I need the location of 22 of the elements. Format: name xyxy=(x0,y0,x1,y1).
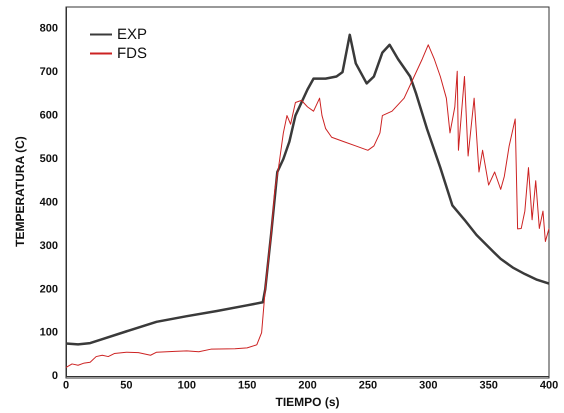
y-tick-label: 800 xyxy=(40,22,58,35)
x-tick-label: 50 xyxy=(120,380,132,392)
x-tick-label: 300 xyxy=(419,380,438,392)
y-tick-label: 500 xyxy=(40,152,58,165)
x-tick-label: 150 xyxy=(238,380,256,392)
x-axis-title: TIEMPO (s) xyxy=(275,395,340,409)
y-tick-label: 0 xyxy=(52,370,58,382)
x-tick-label: 350 xyxy=(479,380,498,392)
y-axis-title: TEMPERATURA (C) xyxy=(13,136,27,247)
x-tick-label: 100 xyxy=(178,380,196,392)
legend-label: EXP xyxy=(117,26,148,43)
y-tick-label: 400 xyxy=(40,196,58,208)
y-tick-label: 100 xyxy=(40,326,58,339)
y-tick-label: 700 xyxy=(40,66,58,78)
y-tick-label: 200 xyxy=(40,283,58,296)
legend-label: FDS xyxy=(117,45,147,62)
x-tick-label: 0 xyxy=(62,380,70,392)
x-tick-label: 250 xyxy=(358,380,378,392)
x-tick-label: 200 xyxy=(298,380,317,392)
y-tick-label: 600 xyxy=(40,110,58,122)
x-tick-label: 400 xyxy=(540,380,558,392)
y-tick-label: 300 xyxy=(40,240,58,252)
